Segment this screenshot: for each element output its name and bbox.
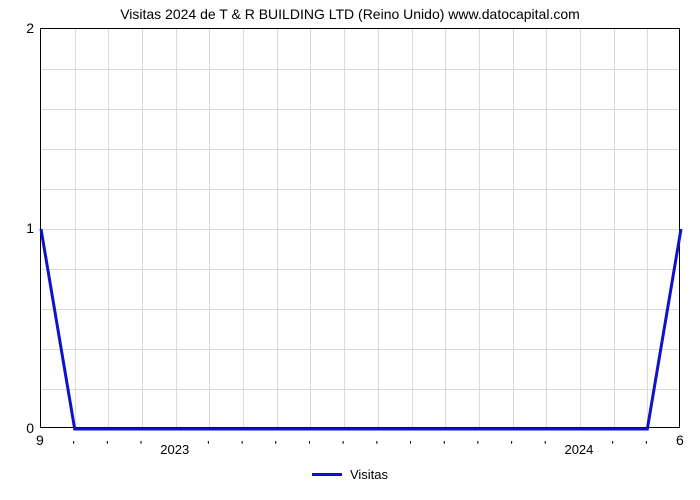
x-left-end-label: 9 (36, 432, 44, 448)
legend-swatch (312, 473, 342, 476)
x-minor-tick: ' (645, 438, 647, 453)
chart-title: Visitas 2024 de T & R BUILDING LTD (Rein… (0, 6, 700, 22)
x-tick-label: 2024 (564, 442, 593, 457)
x-minor-tick: ' (72, 438, 74, 453)
x-minor-tick: ' (140, 438, 142, 453)
y-tick-label: 2 (14, 20, 34, 36)
legend-label: Visitas (350, 467, 388, 482)
x-minor-tick: ' (611, 438, 613, 453)
y-tick-label: 0 (14, 420, 34, 436)
x-minor-tick: ' (409, 438, 411, 453)
x-minor-tick: ' (376, 438, 378, 453)
x-minor-tick: ' (308, 438, 310, 453)
series-visitas (41, 229, 681, 429)
x-minor-tick: ' (207, 438, 209, 453)
x-right-end-label: 6 (676, 432, 684, 448)
legend: Visitas (0, 467, 700, 482)
x-minor-tick: ' (241, 438, 243, 453)
line-chart: Visitas 2024 de T & R BUILDING LTD (Rein… (0, 0, 700, 500)
x-tick-label: 2023 (160, 442, 189, 457)
x-minor-tick: ' (106, 438, 108, 453)
x-minor-tick: ' (443, 438, 445, 453)
x-minor-tick: ' (275, 438, 277, 453)
data-series-line (41, 29, 681, 429)
plot-area (40, 28, 680, 428)
x-minor-tick: ' (477, 438, 479, 453)
x-minor-tick: ' (342, 438, 344, 453)
x-minor-tick: ' (544, 438, 546, 453)
y-tick-label: 1 (14, 220, 34, 236)
x-minor-tick: ' (510, 438, 512, 453)
